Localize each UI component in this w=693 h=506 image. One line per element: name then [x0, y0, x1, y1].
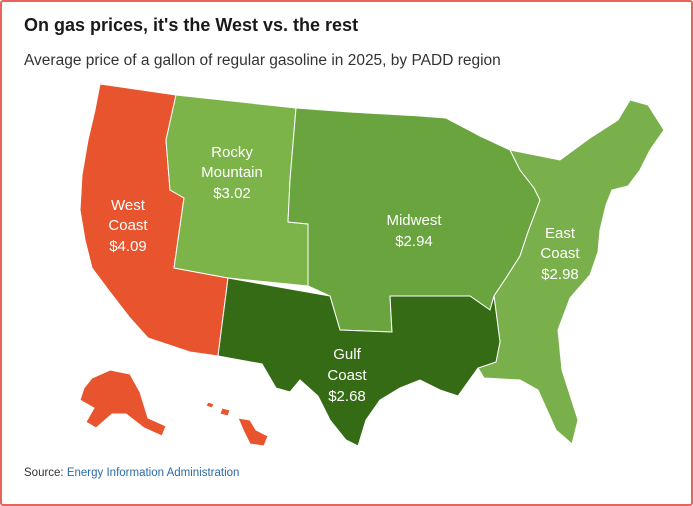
- region-alaska: [79, 369, 167, 437]
- source-label: Source:: [24, 467, 64, 479]
- west-coast-price: $4.09: [109, 238, 147, 255]
- region-hawaii: [205, 401, 269, 447]
- region-east-coast: [477, 99, 665, 445]
- chart-title: On gas prices, it's the West vs. the res…: [24, 15, 359, 35]
- west-coast-label-line2: Coast: [108, 217, 148, 234]
- midwest-label: Midwest: [386, 212, 442, 229]
- gulf-coast-price: $2.68: [328, 388, 366, 405]
- rocky-mountain-price: $3.02: [213, 185, 251, 202]
- rocky-mountain-label-line1: Rocky: [211, 144, 253, 161]
- west-coast-label-line1: West: [111, 197, 146, 214]
- rocky-mountain-label-line2: Mountain: [201, 164, 263, 181]
- gulf-coast-label-line2: Coast: [327, 367, 367, 384]
- chart-subtitle: Average price of a gallon of regular gas…: [24, 52, 501, 69]
- east-coast-label-line2: Coast: [540, 245, 580, 262]
- midwest-price: $2.94: [395, 233, 433, 250]
- region-gulf-coast: [217, 277, 501, 447]
- east-coast-price: $2.98: [541, 266, 579, 283]
- gulf-coast-label-line1: Gulf: [333, 346, 361, 363]
- source-note: Source: Energy Information Administratio…: [24, 467, 239, 479]
- source-link[interactable]: Energy Information Administration: [66, 467, 240, 479]
- east-coast-label-line1: East: [545, 225, 576, 242]
